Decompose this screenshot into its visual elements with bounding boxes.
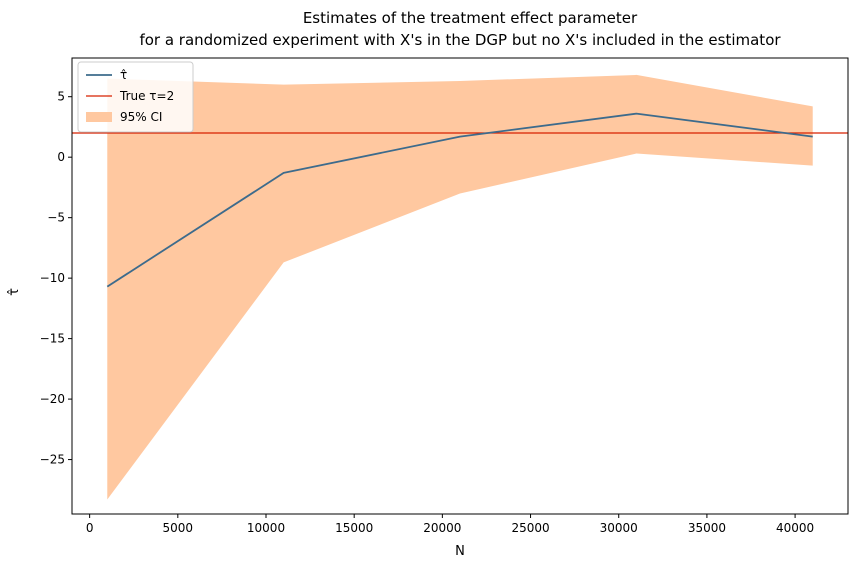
y-tick-label: −10 — [40, 271, 65, 285]
x-tick-label: 5000 — [163, 521, 194, 535]
x-tick-label: 10000 — [247, 521, 285, 535]
x-tick-label: 35000 — [688, 521, 726, 535]
y-tick-label: −25 — [40, 453, 65, 467]
y-axis-label: τ̂ — [7, 288, 22, 296]
x-tick-label: 40000 — [776, 521, 814, 535]
ci-band — [107, 75, 812, 500]
y-tick-label: 0 — [57, 150, 65, 164]
x-tick-label: 25000 — [511, 521, 549, 535]
legend-label: τ̂ — [120, 68, 127, 82]
ci-band-layer — [107, 75, 812, 500]
legend-label: 95% CI — [120, 110, 162, 124]
x-axis-label: N — [455, 544, 465, 559]
y-tick-label: −15 — [40, 332, 65, 346]
legend-swatch-patch — [86, 112, 112, 122]
chart-title-line1: Estimates of the treatment effect parame… — [303, 9, 638, 27]
y-tick-label: 5 — [57, 90, 65, 104]
legend: τ̂ True τ=2 95% CI — [78, 62, 193, 132]
x-tick-label: 20000 — [423, 521, 461, 535]
x-tick-label: 15000 — [335, 521, 373, 535]
y-tick-label: −5 — [47, 211, 65, 225]
x-tick-label: 0 — [86, 521, 94, 535]
legend-label: True τ=2 — [119, 89, 174, 103]
chart-title-line2: for a randomized experiment with X's in … — [139, 31, 781, 49]
x-tick-label: 30000 — [600, 521, 638, 535]
y-tick-label: −20 — [40, 392, 65, 406]
